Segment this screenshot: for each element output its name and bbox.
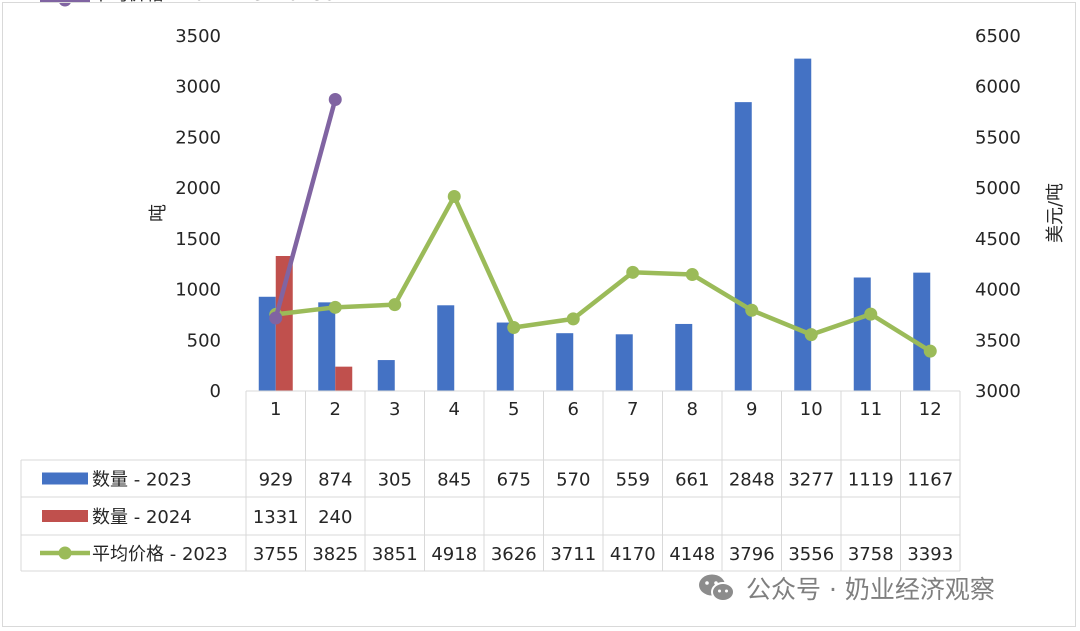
line-point (923, 344, 937, 358)
data-label: 3720 (253, 0, 299, 5)
x-tick-label: 12 (919, 399, 942, 420)
data-label: 4148 (669, 544, 715, 565)
y2-axis-label: 美元/吨 (1045, 183, 1066, 243)
x-tick-label: 7 (627, 399, 638, 420)
data-label: 3755 (253, 544, 299, 565)
y2-tick-label: 4000 (975, 280, 1021, 301)
data-label: 2848 (729, 470, 775, 491)
data-label: 1331 (253, 507, 299, 528)
bar (335, 366, 353, 391)
line-point (388, 298, 402, 312)
legend-key (42, 510, 88, 522)
bar (437, 305, 455, 391)
data-label: 3556 (788, 544, 834, 565)
data-label: 559 (616, 470, 650, 491)
y2-tick-label: 5500 (975, 127, 1021, 148)
legend-key-marker (58, 0, 72, 7)
data-label: 3277 (788, 470, 834, 491)
bar (734, 102, 752, 391)
y-tick-label: 1000 (175, 280, 221, 301)
legend-entry: 平均价格 - 2023 (92, 544, 228, 565)
line-point (328, 92, 342, 106)
y-tick-label: 2500 (175, 127, 221, 148)
bar (275, 255, 293, 391)
y-tick-label: 1500 (175, 229, 221, 250)
bar (496, 322, 514, 391)
bar (318, 302, 336, 391)
bar (556, 333, 574, 391)
data-label: 3711 (550, 544, 596, 565)
legend-key (42, 472, 88, 485)
y-tick-label: 2000 (175, 178, 221, 199)
y-tick-label: 0 (210, 381, 221, 402)
x-tick-label: 6 (568, 399, 579, 420)
data-label: 845 (437, 470, 471, 491)
y-tick-label: 3500 (175, 26, 221, 47)
legend-entry: 数量 - 2023 (92, 470, 192, 491)
y-tick-label: 3000 (175, 77, 221, 98)
line-point (685, 268, 699, 282)
line-point (745, 303, 759, 317)
data-label: 3393 (907, 544, 953, 565)
bar (913, 272, 931, 391)
bar (615, 334, 633, 391)
data-label: 3851 (372, 544, 418, 565)
x-tick-label: 4 (449, 399, 460, 420)
x-tick-label: 3 (389, 399, 400, 420)
y-tick-label: 500 (187, 330, 221, 351)
data-label: 570 (556, 470, 590, 491)
data-label: 4918 (431, 544, 477, 565)
bar (794, 58, 812, 392)
line-point (626, 265, 640, 279)
data-label: 675 (497, 470, 531, 491)
x-tick-label: 2 (330, 399, 341, 420)
x-tick-label: 8 (687, 399, 698, 420)
line-point (804, 328, 818, 342)
x-tick-label: 5 (508, 399, 519, 420)
line-point (507, 321, 521, 335)
data-label: 3825 (312, 544, 358, 565)
y2-tick-label: 3000 (975, 381, 1021, 402)
y2-tick-label: 3500 (975, 330, 1021, 351)
bar (675, 323, 693, 391)
legend-key-marker (58, 546, 72, 560)
data-label: 240 (318, 507, 352, 528)
y-axis-label: 吨 (148, 204, 169, 222)
data-label: 5874 (312, 0, 358, 5)
line-point (447, 189, 461, 203)
x-tick-label: 9 (746, 399, 757, 420)
data-label: 4170 (610, 544, 656, 565)
watermark-text: 公众号 · 奶业经济观察 (746, 575, 995, 604)
series-line (273, 98, 338, 319)
legend-entry: 平均价格 - 2024 (92, 0, 228, 5)
data-label: 874 (318, 470, 352, 491)
data-label: 3758 (848, 544, 894, 565)
data-label: 305 (378, 470, 412, 491)
x-tick-label: 10 (800, 399, 823, 420)
wechat-icon (699, 574, 735, 602)
data-label: 1119 (848, 470, 894, 491)
y2-tick-label: 6500 (975, 26, 1021, 47)
line-point (328, 300, 342, 314)
data-label: 3796 (729, 544, 775, 565)
y2-tick-label: 4500 (975, 229, 1021, 250)
line-point (566, 312, 580, 326)
y2-tick-label: 6000 (975, 77, 1021, 98)
data-label: 3626 (491, 544, 537, 565)
line-point (269, 311, 283, 325)
watermark: 公众号 · 奶业经济观察 (698, 566, 995, 610)
x-tick-label: 11 (859, 399, 882, 420)
bar (853, 277, 871, 391)
line-point (864, 307, 878, 321)
y2-tick-label: 5000 (975, 178, 1021, 199)
bar (377, 360, 395, 391)
data-label: 929 (259, 470, 293, 491)
x-tick-label: 1 (270, 399, 281, 420)
legend-entry: 数量 - 2024 (92, 507, 192, 528)
data-label: 1167 (907, 470, 953, 491)
series-line (275, 194, 932, 354)
data-label: 661 (675, 470, 709, 491)
